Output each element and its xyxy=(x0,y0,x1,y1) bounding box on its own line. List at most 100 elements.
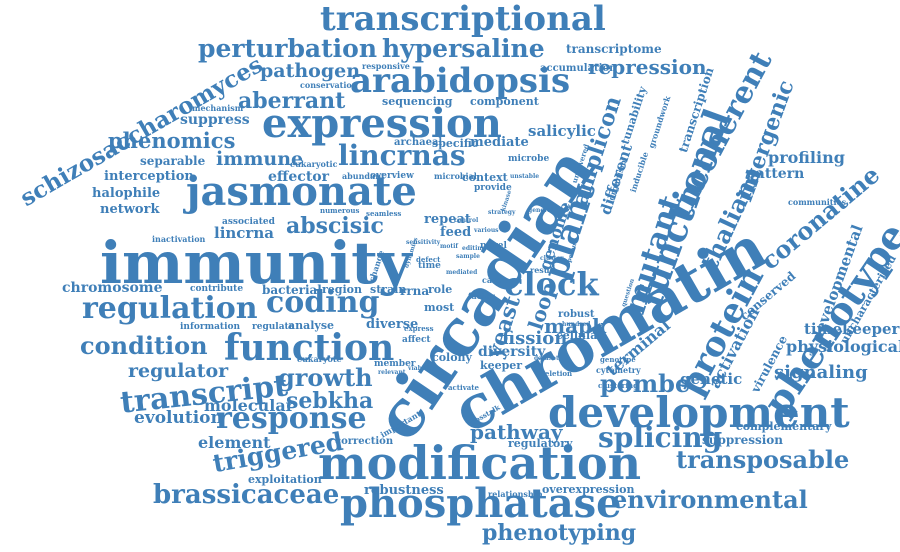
word-complementary: complementary xyxy=(736,420,832,433)
word-numerous: numerous xyxy=(320,206,360,215)
word-hundred: hundred xyxy=(562,321,591,328)
word-expression: expression xyxy=(262,100,502,147)
word-mediated: mediated xyxy=(446,269,478,276)
word-transcriptome: transcriptome xyxy=(566,42,662,56)
word-factor: factor xyxy=(468,291,495,301)
word-regulate: regulate xyxy=(252,322,295,332)
word-clustering: clustering xyxy=(598,381,638,390)
word-dataset: dataset xyxy=(534,355,559,362)
word-suppress: suppress xyxy=(180,112,250,128)
word-role: role xyxy=(428,283,453,296)
word-mechanism: mechanism xyxy=(192,103,244,113)
word-eukaryotic: eukaryotic xyxy=(290,159,338,169)
word-diverse: diverse xyxy=(366,317,419,332)
word-various: various xyxy=(474,227,499,234)
word-microbe: microbe xyxy=(508,154,550,164)
word-time: time xyxy=(418,261,441,271)
word-transcriptional: transcriptional xyxy=(320,0,606,39)
word-profiling: profiling xyxy=(768,148,845,167)
word-cytometry: cytometry xyxy=(596,365,641,375)
word-genotype: genotype xyxy=(600,355,636,364)
word-lincrnas: lincrnas xyxy=(338,139,466,172)
word-element: element xyxy=(198,433,271,452)
word-regulation: regulation xyxy=(82,291,258,326)
word-component: component xyxy=(470,95,539,108)
word-result: result xyxy=(530,265,557,275)
word-bacterial: bacterial xyxy=(262,283,322,297)
word-lincrna: lincrna xyxy=(214,224,274,242)
word-aberrant: aberrant xyxy=(238,88,346,114)
word-member: member xyxy=(374,359,416,369)
word-effector: effector xyxy=(268,169,330,185)
word-abscisic: abscisic xyxy=(286,213,384,239)
word-express: express xyxy=(404,324,434,333)
word-repression: repression xyxy=(588,55,707,79)
word-mediate: mediate xyxy=(470,135,529,150)
word-relevant: relevant xyxy=(378,369,406,376)
word-pathway: pathway xyxy=(470,420,563,444)
word-immune: immune xyxy=(216,148,304,170)
word-associated: associated xyxy=(222,217,275,227)
word-groundwork: groundwork xyxy=(646,94,673,150)
word-inactivation: inactivation xyxy=(152,234,206,244)
word-context: context xyxy=(462,171,508,184)
word-specific: specific xyxy=(432,137,479,150)
word-robust: robust xyxy=(558,309,595,320)
word-sample: sample xyxy=(456,253,480,260)
word-halophile: halophile xyxy=(92,186,161,201)
word-clock: clock xyxy=(504,265,599,303)
word-activate: activate xyxy=(448,383,479,392)
word-pathogen: pathogen xyxy=(260,60,361,82)
word-function: function xyxy=(224,327,395,369)
word-sequencing: sequencing xyxy=(382,95,453,108)
word-colony: colony xyxy=(432,351,472,364)
word-keeper: keeper xyxy=(480,359,523,372)
word-robustness: robustness xyxy=(364,483,444,498)
word-motif: motif xyxy=(440,243,458,250)
word-rrna: rrna xyxy=(400,284,430,298)
word-chromosome: chromosome xyxy=(62,280,163,296)
word-phenotyping: phenotyping xyxy=(482,520,637,546)
word-arabidopsis: arabidopsis xyxy=(350,61,571,101)
word-pattern: pattern xyxy=(746,166,805,182)
word-general: general xyxy=(528,207,554,214)
word-affect: affect xyxy=(402,335,431,345)
word-communities: communities xyxy=(788,197,847,207)
word-physiological: physiological xyxy=(786,337,900,356)
word-regulator: regulator xyxy=(128,360,229,382)
word-transposable: transposable xyxy=(676,445,850,474)
word-hypersaline: hypersaline xyxy=(382,34,545,63)
word-immunity: immunity xyxy=(100,229,412,297)
word-control: control xyxy=(454,217,479,224)
word-signaling: signaling xyxy=(774,362,868,383)
word-regulatory: regulatory xyxy=(508,437,573,450)
word-analyse: analyse xyxy=(288,319,335,332)
word-evolution: evolution xyxy=(134,408,223,428)
word-information: information xyxy=(180,322,241,332)
word-cluster: cluster xyxy=(540,255,564,262)
word-case: case xyxy=(482,275,502,285)
word-defect: defect xyxy=(416,255,441,264)
word-overview: overview xyxy=(370,171,414,181)
word-overexpression: overexpression xyxy=(542,483,635,496)
word-strategy: strategy xyxy=(488,209,516,216)
word-responsive: responsive xyxy=(362,61,410,71)
word-splicing: splicing xyxy=(598,421,723,454)
word-salicylic: salicylic xyxy=(528,122,596,140)
word-conservation: conservation xyxy=(300,80,358,90)
word-repeat: repeat xyxy=(424,212,471,227)
word-network: network xyxy=(100,202,160,217)
word-interception: interception xyxy=(104,169,194,184)
word-cellular: cellular xyxy=(556,329,604,342)
word-molecular: molecular xyxy=(204,396,295,415)
word-phosphatase: phosphatase xyxy=(340,480,622,527)
word-viability: viability xyxy=(408,365,435,372)
word-region: region xyxy=(322,283,362,296)
word-environmental: environmental xyxy=(612,485,808,514)
word-sensitivity: sensitivity xyxy=(406,239,441,246)
word-unstable: unstable xyxy=(510,173,540,180)
word-genetic: genetic xyxy=(680,370,743,388)
word-deletion: deletion xyxy=(540,369,573,378)
word-jasmonate: jasmonate xyxy=(186,168,417,215)
word-most: most xyxy=(424,301,455,314)
